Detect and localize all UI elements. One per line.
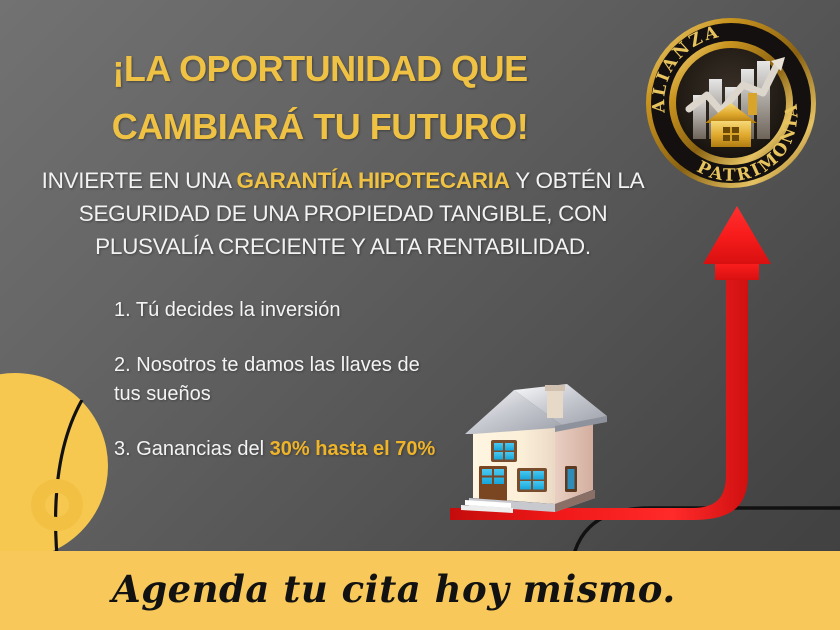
list-item: 3. Ganancias del 30% hasta el 70% <box>114 435 444 464</box>
headline-line-1: ¡LA OPORTUNIDAD QUE <box>112 48 528 89</box>
list-item: 2. Nosotros te damos las llaves de tus s… <box>114 351 444 409</box>
benefits-list: 1. Tú decides la inversión 2. Nosotros t… <box>114 296 444 464</box>
cta-banner: Agenda tu cita hoy mismo. <box>0 551 840 630</box>
subheading-part-2: Y OBTÉN LA SEGURIDAD DE UNA PROPIEDAD TA… <box>78 168 645 259</box>
decorative-gold-ring <box>31 479 83 531</box>
subheading-part-1: INVIERTE EN UNA <box>41 168 237 193</box>
benefit-number: 2. <box>114 354 131 376</box>
benefit-number: 3. <box>114 438 131 460</box>
benefit-text: Ganancias del <box>136 438 270 460</box>
benefit-text: Tú decides la inversión <box>135 299 341 321</box>
benefit-number: 1. <box>114 299 131 321</box>
headline-line-2: CAMBIARÁ TU FUTURO! <box>111 106 529 147</box>
benefit-text: Nosotros te damos las llaves de tus sueñ… <box>114 354 420 405</box>
list-item: 1. Tú decides la inversión <box>114 296 444 325</box>
subheading: INVIERTE EN UNA GARANTÍA HIPOTECARIA Y O… <box>18 164 668 263</box>
decorative-gold-circle <box>0 373 108 559</box>
subheading-highlight: GARANTÍA HIPOTECARIA <box>236 168 510 193</box>
cta-text: Agenda tu cita hoy mismo. <box>112 567 676 611</box>
red-growth-arrow <box>450 206 771 520</box>
alianza-patrimonial-logo: ALIANZA PATRIMONIAL <box>645 17 816 188</box>
page-title: ¡LA OPORTUNIDAD QUE CAMBIARÁ TU FUTURO! <box>40 40 600 156</box>
house-illustration <box>461 384 607 513</box>
benefit-highlight: 30% hasta el 70% <box>269 438 436 460</box>
